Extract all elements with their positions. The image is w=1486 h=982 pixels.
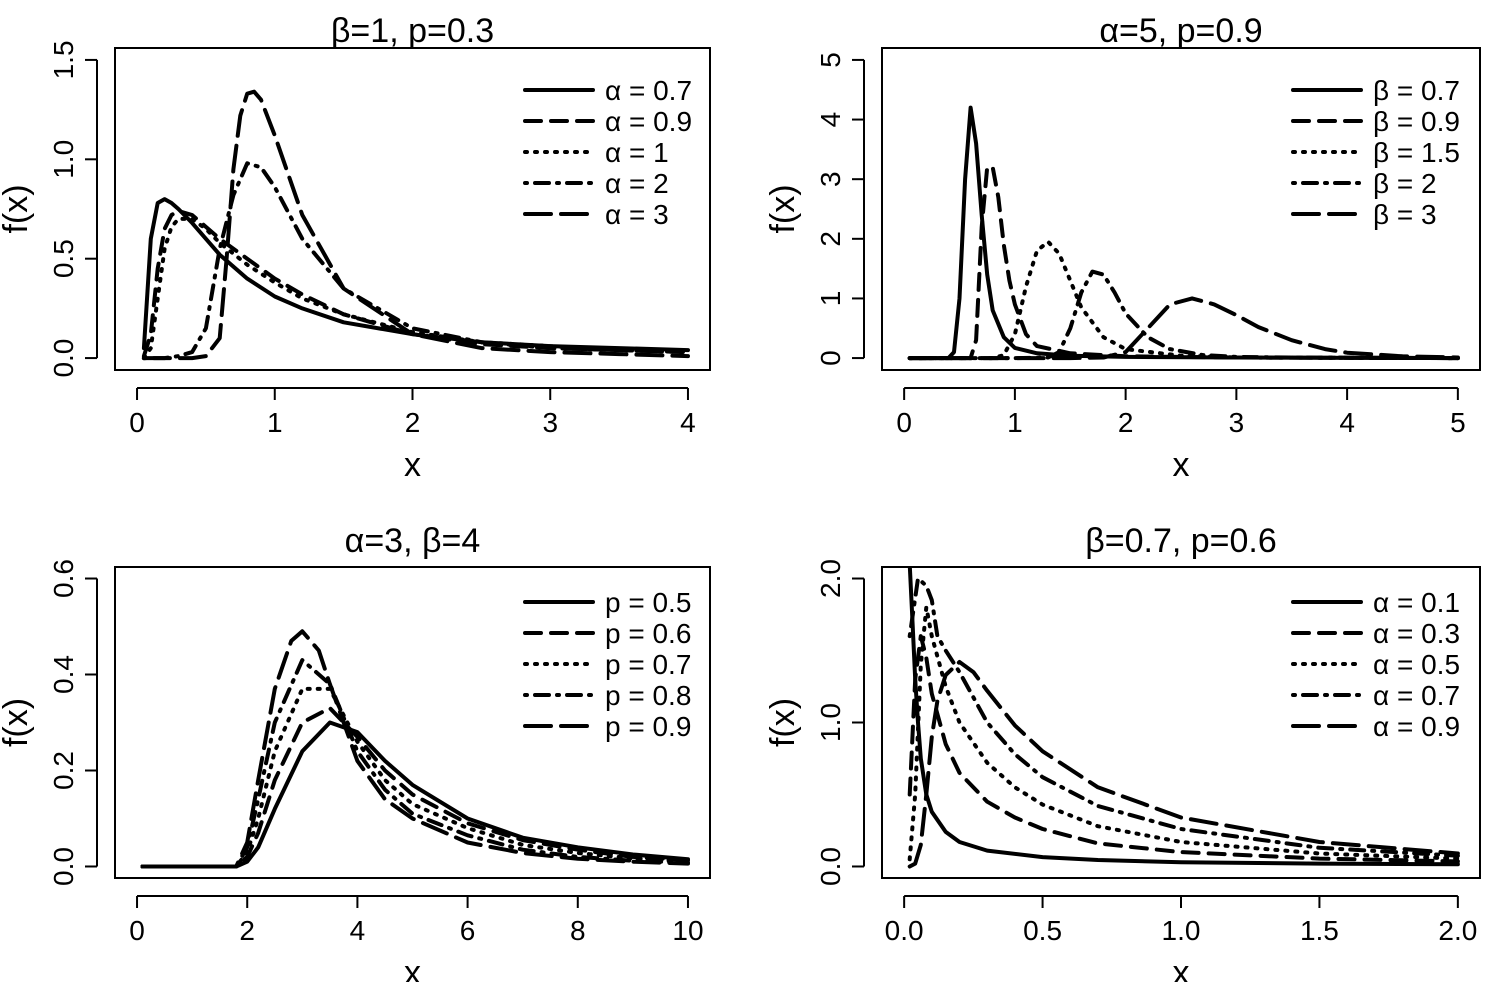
legend-label: α = 0.7 — [605, 75, 692, 106]
y-tick-label: 1.0 — [815, 703, 846, 742]
legend-label: β = 0.9 — [1373, 106, 1460, 137]
legend-label: α = 3 — [605, 199, 669, 230]
y-tick-label: 0.0 — [48, 847, 79, 886]
series-line-4 — [141, 161, 690, 361]
y-tick-label: 1.0 — [48, 140, 79, 179]
x-tick-label: 2.0 — [1438, 915, 1477, 946]
x-tick-label: 4 — [350, 915, 366, 946]
x-tick-label: 1 — [1007, 407, 1023, 438]
y-tick-label: 4 — [815, 112, 846, 128]
x-tick-label: 3 — [1229, 407, 1245, 438]
chart-panel-2: α=5, p=0.9 0 1 2 3 4 5 x 0 1 2 3 4 5 f(x) β = 0.7β = 0.… — [764, 12, 1481, 484]
x-axis-label: x — [1173, 954, 1190, 982]
legend-label: β = 0.7 — [1373, 75, 1460, 106]
chart-title: α=3, β=4 — [345, 522, 481, 560]
series-line-5 — [907, 660, 1460, 869]
y-axis-label: f(x) — [764, 698, 802, 747]
series-line-4 — [140, 658, 690, 869]
legend-label: α = 1 — [605, 137, 669, 168]
series-line-3 — [140, 686, 690, 869]
x-tick-label: 0.0 — [885, 915, 924, 946]
y-tick-label: 2.0 — [815, 559, 846, 598]
x-tick-label: 4 — [680, 407, 696, 438]
legend-label: β = 3 — [1373, 199, 1437, 230]
series-line-2 — [141, 209, 690, 359]
x-tick-label: 0 — [896, 407, 912, 438]
plot-frame — [881, 47, 1481, 371]
x-tick-label: 2 — [405, 407, 421, 438]
legend-label: α = 0.7 — [1373, 680, 1460, 711]
legend-label: α = 0.3 — [1373, 618, 1460, 649]
y-tick-label: 3 — [815, 171, 846, 187]
y-tick-label: 2 — [815, 231, 846, 247]
legend-label: α = 0.9 — [1373, 711, 1460, 742]
legend-label: α = 2 — [605, 168, 669, 199]
legend-label: p = 0.5 — [605, 587, 691, 618]
series-line-5 — [141, 89, 690, 361]
plot-frame — [881, 566, 1481, 879]
legend-label: p = 0.6 — [605, 618, 691, 649]
legend-label: β = 2 — [1373, 168, 1437, 199]
x-tick-label: 2 — [1118, 407, 1134, 438]
y-tick-label: 0.0 — [815, 847, 846, 886]
x-tick-label: 0 — [129, 915, 145, 946]
series-line-4 — [907, 576, 1460, 858]
x-tick-label: 10 — [672, 915, 703, 946]
x-tick-label: 1 — [267, 407, 283, 438]
x-axis-label: x — [1173, 446, 1190, 484]
x-tick-label: 8 — [570, 915, 586, 946]
plot-frame — [114, 566, 711, 879]
legend-label: α = 0.5 — [1373, 649, 1460, 680]
legend-label: α = 0.1 — [1373, 587, 1460, 618]
series-line-3 — [141, 216, 690, 361]
x-tick-label: 1.0 — [1162, 915, 1201, 946]
y-tick-label: 1.5 — [48, 40, 79, 79]
series-line-3 — [907, 605, 1460, 862]
series-line-5 — [140, 629, 690, 869]
chart-title: β=1, p=0.3 — [331, 12, 494, 50]
series-line-5 — [907, 296, 1460, 361]
legend-label: β = 1.5 — [1373, 137, 1460, 168]
y-axis-label: f(x) — [0, 698, 35, 747]
y-axis-label: f(x) — [0, 184, 35, 233]
x-tick-label: 3 — [542, 407, 558, 438]
x-tick-label: 4 — [1339, 407, 1355, 438]
chart-title: α=5, p=0.9 — [1099, 12, 1262, 50]
x-tick-label: 0 — [129, 407, 145, 438]
y-tick-label: 1 — [815, 291, 846, 307]
chart-title: β=0.7, p=0.6 — [1085, 522, 1277, 560]
y-tick-label: 0.2 — [48, 751, 79, 790]
series-line-2 — [907, 165, 1460, 361]
series-line-2 — [140, 706, 690, 869]
chart-panel-4: β=0.7, p=0.6 0.0 0.5 1.0 1.5 2.0 x 0.0 1.0 2.0 f(x… — [764, 522, 1481, 982]
y-tick-label: 0.0 — [48, 339, 79, 378]
series-line-4 — [907, 269, 1460, 361]
legend-label: α = 0.9 — [605, 106, 692, 137]
x-axis-label: x — [404, 954, 421, 982]
y-axis-label: f(x) — [764, 184, 802, 233]
x-tick-label: 2 — [239, 915, 255, 946]
series-line-1 — [140, 720, 690, 869]
y-tick-label: 5 — [815, 52, 846, 68]
plot-frame — [114, 47, 711, 371]
y-tick-label: 0.4 — [48, 655, 79, 694]
x-axis-label: x — [404, 446, 421, 484]
x-tick-label: 1.5 — [1300, 915, 1339, 946]
chart-panel-1: β=1, p=0.30 1 2 3 4x0.00.51.01.5f(x)α = 0.7α… — [0, 12, 711, 484]
series-line-3 — [907, 239, 1460, 361]
legend-label: p = 0.7 — [605, 649, 691, 680]
y-tick-label: 0.6 — [48, 559, 79, 598]
series-line-1 — [907, 567, 1460, 867]
y-tick-label: 0 — [815, 350, 846, 366]
legend-label: p = 0.9 — [605, 711, 691, 742]
legend-label: p = 0.8 — [605, 680, 691, 711]
x-tick-label: 6 — [460, 915, 476, 946]
x-tick-label: 5 — [1450, 407, 1466, 438]
x-tick-label: 0.5 — [1023, 915, 1062, 946]
y-tick-label: 0.5 — [48, 239, 79, 278]
